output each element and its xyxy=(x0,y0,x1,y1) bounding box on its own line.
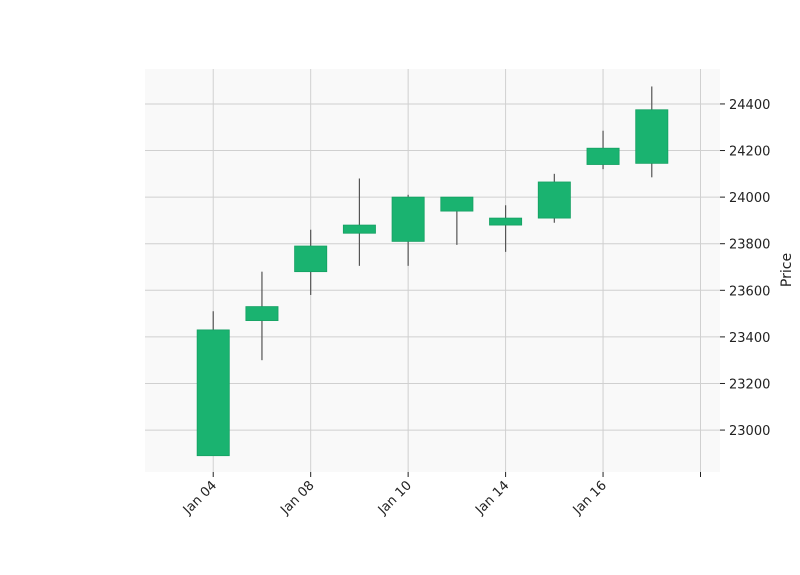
candles xyxy=(196,86,669,457)
y-tick-label: 24000 xyxy=(729,191,770,206)
candle-body xyxy=(635,109,669,164)
candle-body xyxy=(245,306,279,321)
candle-body xyxy=(440,196,474,212)
candle-body xyxy=(342,224,376,234)
y-tick-label: 23400 xyxy=(729,331,770,346)
grid-lines xyxy=(145,69,720,472)
x-tick-label: Jan 10 xyxy=(375,478,415,518)
candle-body xyxy=(489,217,523,226)
y-tick-label: 23600 xyxy=(729,284,770,299)
x-tick-label: Jan 04 xyxy=(180,478,220,518)
y-tick-label: 24200 xyxy=(729,145,770,160)
x-tick-label: Jan 14 xyxy=(472,478,512,518)
y-tick-label: 24400 xyxy=(729,98,770,113)
x-tick-label: Jan 16 xyxy=(570,478,610,518)
y-axis-label: Price xyxy=(779,253,795,287)
candle-body xyxy=(196,329,230,457)
candle-body xyxy=(294,245,328,273)
candle-body xyxy=(586,147,620,165)
candle-body xyxy=(391,196,425,242)
x-tick-label: Jan 08 xyxy=(277,478,317,518)
plot-area xyxy=(145,69,720,472)
y-tick-label: 23200 xyxy=(729,377,770,392)
y-tick-label: 23000 xyxy=(729,424,770,439)
candle-body xyxy=(537,181,571,219)
y-tick-label: 23800 xyxy=(729,238,770,253)
